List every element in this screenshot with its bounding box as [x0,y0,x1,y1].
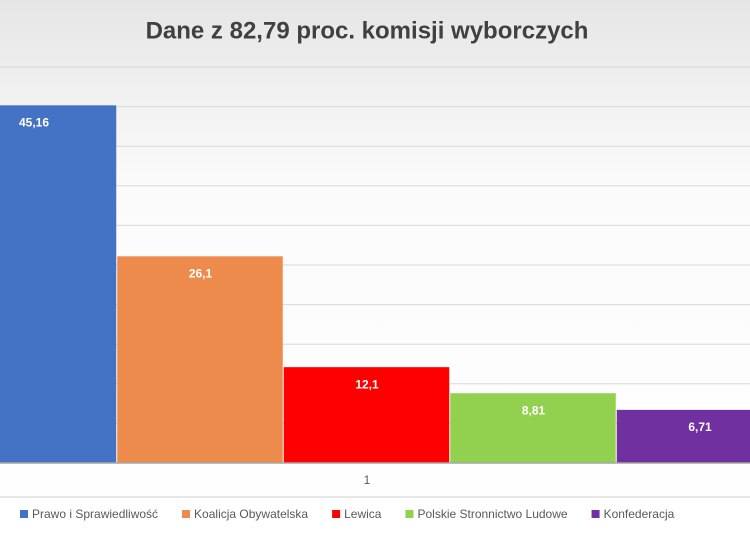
x-tick-label: 1 [364,473,371,487]
data-label: 12,1 [355,377,379,391]
legend-label: Lewica [344,507,382,521]
data-label: 6,71 [688,420,712,434]
legend-box [0,496,750,498]
data-label: 8,81 [522,403,546,417]
legend-swatch [405,510,414,518]
legend-swatch [20,510,28,518]
data-label: 26,1 [189,266,213,280]
legend-swatch [182,510,191,518]
bar [283,367,450,463]
data-label: 45,16 [19,116,49,130]
legend-label: Koalicja Obywatelska [194,507,308,521]
bar [616,409,750,463]
legend-label: Prawo i Sprawiedliwość [32,507,158,521]
legend-swatch [332,510,341,518]
bar [450,393,616,463]
legend-swatch [591,510,600,518]
chart-title: Dane z 82,79 proc. komisji wyborczych [146,17,589,44]
legend-label: Polskie Stronnictwo Ludowe [417,507,567,521]
bar [117,256,283,463]
legend-label: Konfederacja [604,507,675,521]
bar [0,105,117,464]
